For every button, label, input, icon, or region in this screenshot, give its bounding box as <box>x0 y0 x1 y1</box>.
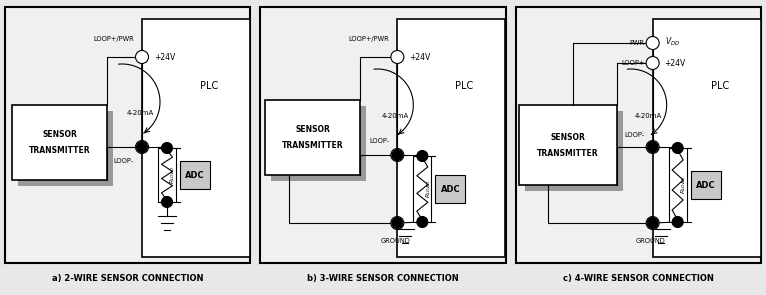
Text: LOOP+/PWR: LOOP+/PWR <box>349 36 389 42</box>
Bar <box>265 100 360 175</box>
Text: SENSOR: SENSOR <box>550 132 585 142</box>
Text: SENSOR: SENSOR <box>42 130 77 139</box>
Text: LOOP-: LOOP- <box>369 138 389 144</box>
Text: $R_{LOAD}$: $R_{LOAD}$ <box>169 166 178 184</box>
Bar <box>669 148 686 222</box>
Circle shape <box>136 142 148 153</box>
Text: PLC: PLC <box>711 81 728 91</box>
Text: GROUND: GROUND <box>381 238 411 244</box>
Bar <box>142 19 250 257</box>
Text: $V_{DD}$: $V_{DD}$ <box>665 36 680 48</box>
Text: 4-20mA: 4-20mA <box>127 110 154 116</box>
Text: TRANSMITTER: TRANSMITTER <box>28 146 90 155</box>
Text: PLC: PLC <box>455 81 473 91</box>
Circle shape <box>392 217 403 229</box>
Bar <box>12 105 107 180</box>
Bar <box>18 111 113 186</box>
Circle shape <box>673 217 683 227</box>
Text: a) 2-WIRE SENSOR CONNECTION: a) 2-WIRE SENSOR CONNECTION <box>52 275 204 283</box>
Circle shape <box>392 150 403 160</box>
Text: 4-20mA: 4-20mA <box>381 113 408 119</box>
Circle shape <box>162 142 172 153</box>
Bar <box>5 7 250 263</box>
Circle shape <box>647 57 660 70</box>
Bar <box>398 19 506 257</box>
Text: SENSOR: SENSOR <box>296 125 330 134</box>
Circle shape <box>647 140 660 153</box>
Text: c) 4-WIRE SENSOR CONNECTION: c) 4-WIRE SENSOR CONNECTION <box>563 275 714 283</box>
Text: TRANSMITTER: TRANSMITTER <box>282 141 344 150</box>
Circle shape <box>136 140 149 153</box>
Text: TRANSMITTER: TRANSMITTER <box>537 148 598 158</box>
Text: +24V: +24V <box>409 53 430 61</box>
Circle shape <box>417 150 428 161</box>
Text: b) 3-WIRE SENSOR CONNECTION: b) 3-WIRE SENSOR CONNECTION <box>307 275 459 283</box>
Circle shape <box>136 50 149 63</box>
Circle shape <box>391 50 404 63</box>
Text: +24V: +24V <box>665 58 686 68</box>
Bar <box>653 19 761 257</box>
Bar <box>519 105 617 185</box>
Bar <box>158 148 176 202</box>
Circle shape <box>391 217 404 230</box>
Bar <box>525 111 623 191</box>
Circle shape <box>647 217 658 229</box>
Text: $R_{LOAD}$: $R_{LOAD}$ <box>679 176 688 194</box>
Text: LOOP+: LOOP+ <box>621 60 645 66</box>
Text: 4-20mA: 4-20mA <box>635 113 662 119</box>
Text: GROUND: GROUND <box>636 238 666 244</box>
Text: LOOP-: LOOP- <box>624 132 645 138</box>
Bar <box>180 161 210 189</box>
Circle shape <box>162 196 172 207</box>
Bar <box>414 156 431 222</box>
Circle shape <box>647 217 660 230</box>
Bar <box>691 171 721 199</box>
Text: ADC: ADC <box>185 171 205 179</box>
Circle shape <box>391 148 404 161</box>
Text: LOOP-: LOOP- <box>114 158 134 164</box>
Text: ADC: ADC <box>440 184 460 194</box>
Text: +24V: +24V <box>154 53 175 61</box>
Text: LOOP+/PWR: LOOP+/PWR <box>93 36 134 42</box>
Circle shape <box>647 37 660 50</box>
Bar <box>516 7 761 263</box>
Circle shape <box>647 142 658 153</box>
Circle shape <box>673 142 683 153</box>
Bar <box>435 175 465 203</box>
Circle shape <box>417 217 428 227</box>
Text: $R_{LOAD}$: $R_{LOAD}$ <box>424 180 433 198</box>
Bar <box>271 106 366 181</box>
Bar <box>260 7 506 263</box>
Text: ADC: ADC <box>696 181 715 189</box>
Text: PLC: PLC <box>200 81 218 91</box>
Text: PWR: PWR <box>630 40 645 46</box>
